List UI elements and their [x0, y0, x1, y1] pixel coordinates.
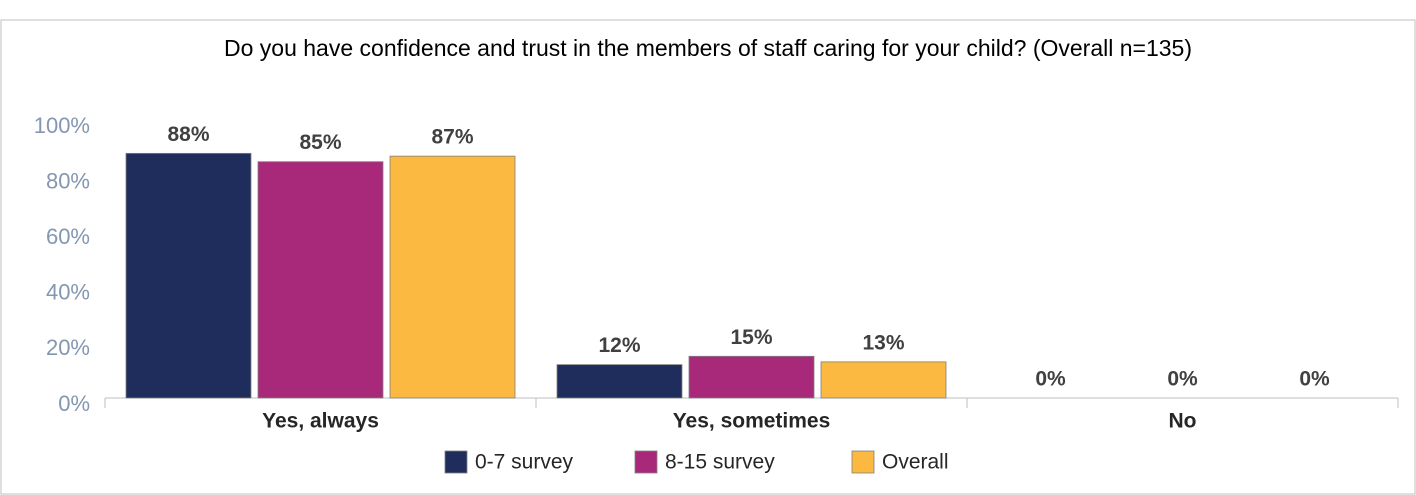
legend-label: Overall	[882, 451, 949, 474]
value-label: 13%	[862, 331, 904, 354]
y-tick-label: 20%	[46, 335, 90, 360]
y-tick-label: 80%	[46, 168, 90, 193]
y-tick-label: 0%	[58, 391, 90, 416]
chart-subtitle: Do you have confidence and trust in the …	[224, 35, 1192, 61]
value-label: 85%	[299, 131, 341, 154]
x-tick-label: Yes, sometimes	[673, 410, 831, 433]
legend-label: 8-15 survey	[665, 451, 775, 474]
value-label: 87%	[431, 126, 473, 149]
legend-label: 0-7 survey	[475, 451, 574, 474]
bar	[257, 161, 384, 399]
value-label: 0%	[1299, 368, 1330, 391]
legend-swatch	[444, 450, 468, 474]
x-tick-label: No	[1169, 410, 1197, 433]
value-label: 12%	[598, 334, 640, 357]
value-label: 15%	[730, 326, 772, 349]
x-tick-label: Yes, always	[262, 410, 379, 433]
y-tick-label: 100%	[34, 113, 90, 138]
legend-swatch	[851, 450, 875, 474]
legend-swatch	[634, 450, 658, 474]
value-label: 88%	[167, 123, 209, 146]
chart-frame	[0, 19, 1416, 495]
bar	[820, 361, 947, 399]
bar	[125, 152, 252, 399]
y-tick-label: 60%	[46, 224, 90, 249]
y-tick-label: 40%	[46, 280, 90, 305]
bar	[556, 364, 683, 399]
bar	[688, 355, 815, 399]
bar	[389, 155, 516, 399]
value-label: 0%	[1167, 368, 1198, 391]
value-label: 0%	[1035, 368, 1066, 391]
